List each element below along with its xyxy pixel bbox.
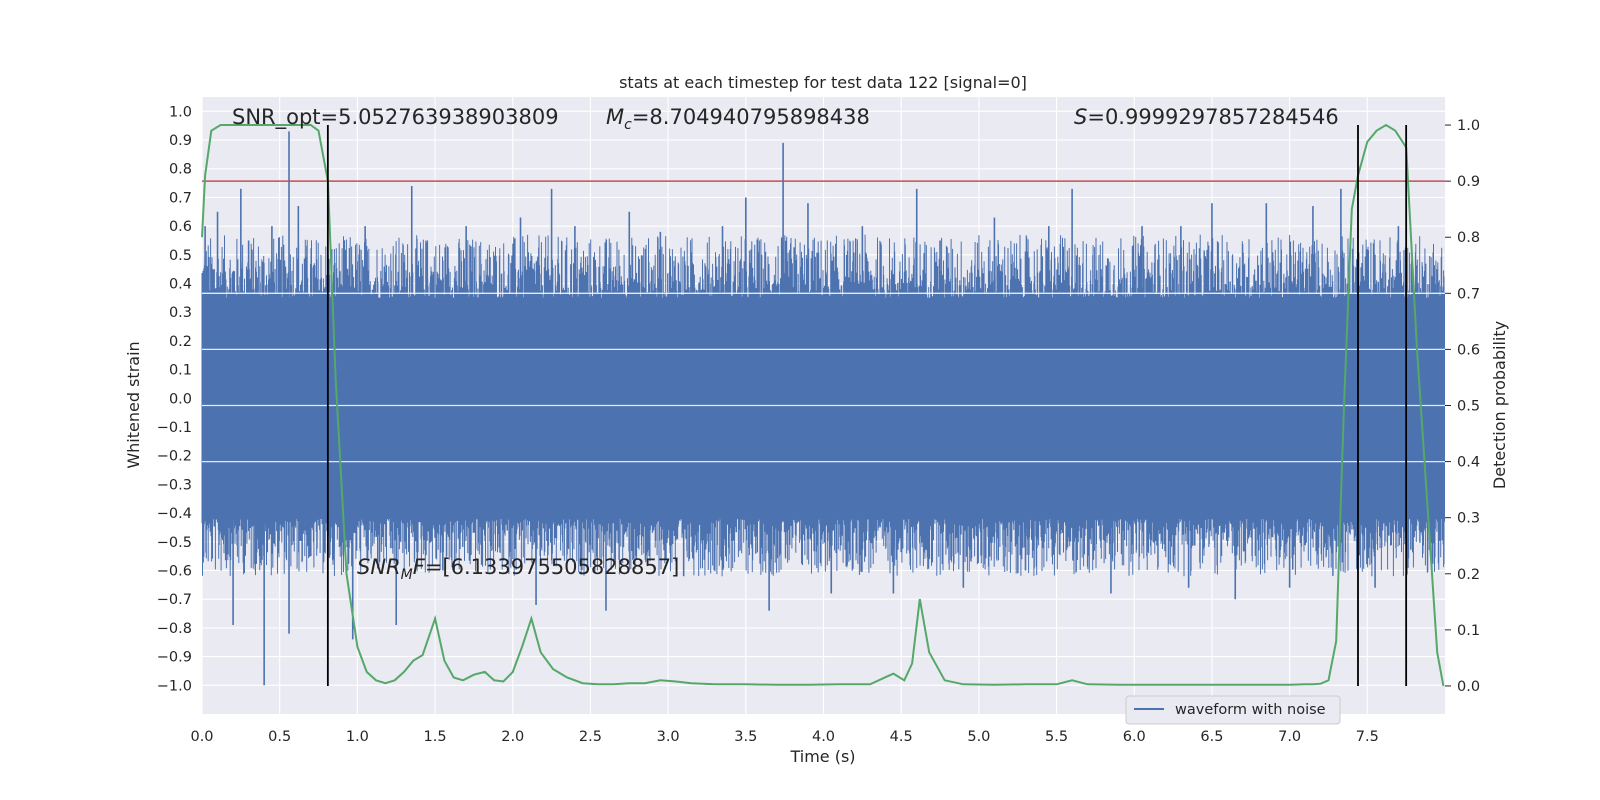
y-left-tick-label: 0.7 <box>169 190 192 206</box>
y-right-tick-label: 0.5 <box>1457 399 1480 415</box>
y-left-tick-label: 0.6 <box>169 219 192 235</box>
legend-label: waveform with noise <box>1175 702 1326 718</box>
y-left-tick-label: −0.5 <box>157 535 192 551</box>
y-right-tick-label: 0.4 <box>1457 455 1480 471</box>
x-tick-label: 3.0 <box>657 729 680 745</box>
x-tick-label: 6.0 <box>1123 729 1146 745</box>
y-left-tick-label: 0.8 <box>169 162 192 178</box>
y-right-tick-label: 0.7 <box>1457 286 1480 302</box>
y-left-tick-label: −0.8 <box>157 621 192 637</box>
y-left-tick-label: 1.0 <box>169 104 192 120</box>
y-left-tick-label: 0.2 <box>169 334 192 350</box>
s-symbol: S <box>1074 105 1087 129</box>
y-axis-right-ticks: 1.0 0.9 0.8 0.7 0.6 0.5 0.4 0.3 0.2 0.1 0.0 <box>1445 118 1480 695</box>
y-axis-left-label: Whitened strain <box>124 341 143 468</box>
x-tick-label: 3.5 <box>734 729 757 745</box>
chirp-mass-annotation: Mc=8.704940795898438 <box>606 105 870 133</box>
snr-mf-annotation: SNRMF=[6.133975505828857] <box>357 555 679 583</box>
y-left-tick-label: −0.4 <box>157 506 192 522</box>
y-axis-left-ticks: 1.0 0.9 0.8 0.7 0.6 0.5 0.4 0.3 0.2 0.1 0.0 −0.1 −0.… <box>157 104 192 694</box>
x-tick-label: 4.0 <box>812 729 835 745</box>
overlay <box>201 123 1445 687</box>
y-left-tick-label: 0.1 <box>169 363 192 379</box>
x-tick-label: 1.0 <box>346 729 369 745</box>
y-right-tick-label: 0.9 <box>1457 174 1480 190</box>
y-left-tick-label: −0.6 <box>157 564 192 580</box>
y-left-tick-label: −0.2 <box>157 449 192 465</box>
y-left-tick-label: −0.1 <box>157 420 192 436</box>
y-left-tick-label: −1.0 <box>157 678 192 694</box>
chirp-mass-value: =8.704940795898438 <box>632 105 870 129</box>
y-axis-right-label: Detection probability <box>1490 321 1509 489</box>
snr-mf-symbol: SNR <box>357 555 401 579</box>
x-tick-label: 6.5 <box>1200 729 1223 745</box>
s-value: =0.9999297857284546 <box>1087 105 1338 129</box>
probability-line <box>201 123 1445 687</box>
y-left-tick-label: 0.5 <box>169 248 192 264</box>
y-left-tick-label: 0.4 <box>169 277 192 293</box>
x-tick-label: 7.5 <box>1356 729 1379 745</box>
chirp-mass-symbol: M <box>606 105 624 129</box>
x-tick-label: 0.0 <box>190 729 213 745</box>
y-right-tick-label: 1.0 <box>1457 118 1480 134</box>
s-annotation: S=0.9999297857284546 <box>1074 105 1339 129</box>
x-tick-label: 0.5 <box>268 729 291 745</box>
chart-title: stats at each timestep for test data 122… <box>619 73 1027 92</box>
y-left-tick-label: −0.9 <box>157 650 192 666</box>
x-tick-label: 4.5 <box>890 729 913 745</box>
snr-mf-subscript: M <box>401 567 413 583</box>
waveform-series <box>201 131 1445 686</box>
x-tick-label: 2.0 <box>501 729 524 745</box>
legend: waveform with noise <box>1125 695 1341 725</box>
y-left-tick-label: −0.7 <box>157 592 192 608</box>
legend-box <box>1125 695 1341 725</box>
x-tick-label: 7.0 <box>1278 729 1301 745</box>
y-left-tick-label: 0.9 <box>169 133 192 149</box>
x-tick-label: 5.5 <box>1045 729 1068 745</box>
snr-mf-subscript-rest: F <box>413 555 426 579</box>
x-axis-label: Time (s) <box>789 747 855 766</box>
y-right-tick-label: 0.8 <box>1457 230 1480 246</box>
y-right-tick-label: 0.0 <box>1457 679 1480 695</box>
y-left-tick-label: 0.0 <box>169 391 192 407</box>
snr-mf-value: =[6.133975505828857] <box>425 555 679 579</box>
y-right-tick-label: 0.6 <box>1457 342 1480 358</box>
y-left-tick-label: 0.3 <box>169 305 192 321</box>
chirp-mass-subscript: c <box>624 117 632 133</box>
x-axis-ticks: 0.0 0.5 1.0 1.5 2.0 2.5 3.0 3.5 4.0 4.5 5.0 5.5 6.0 6… <box>190 729 1378 745</box>
x-tick-label: 2.5 <box>579 729 602 745</box>
x-tick-label: 5.0 <box>967 729 990 745</box>
y-left-tick-label: −0.3 <box>157 477 192 493</box>
snr-opt-annotation: SNR_opt=5.052763938903809 <box>232 105 559 130</box>
y-right-tick-label: 0.2 <box>1457 567 1480 583</box>
x-tick-label: 1.5 <box>424 729 447 745</box>
y-right-tick-label: 0.3 <box>1457 511 1480 527</box>
y-right-tick-label: 0.1 <box>1457 623 1480 639</box>
